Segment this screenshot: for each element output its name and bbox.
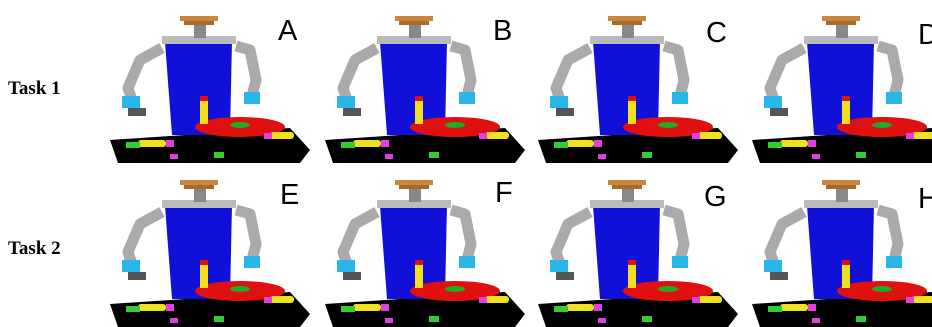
row-label: Task 1 (8, 78, 61, 99)
robot-render (752, 180, 932, 327)
panel-letter: C (706, 17, 727, 49)
row-label: Task 2 (8, 238, 61, 259)
panel-letter: E (280, 179, 299, 211)
robot-render (752, 16, 932, 163)
panel-letter: A (278, 15, 298, 47)
panel-letter: H (918, 183, 932, 215)
panel-letter: B (493, 15, 512, 47)
panel-letter: D (918, 19, 932, 51)
page: Task 1 Task 2 A B C D E F G H (() => { c… (0, 0, 932, 327)
panel-letter: F (495, 177, 513, 209)
figure: Task 1 Task 2 A B C D E F G H (0, 0, 932, 327)
panel-letter: G (704, 181, 727, 213)
